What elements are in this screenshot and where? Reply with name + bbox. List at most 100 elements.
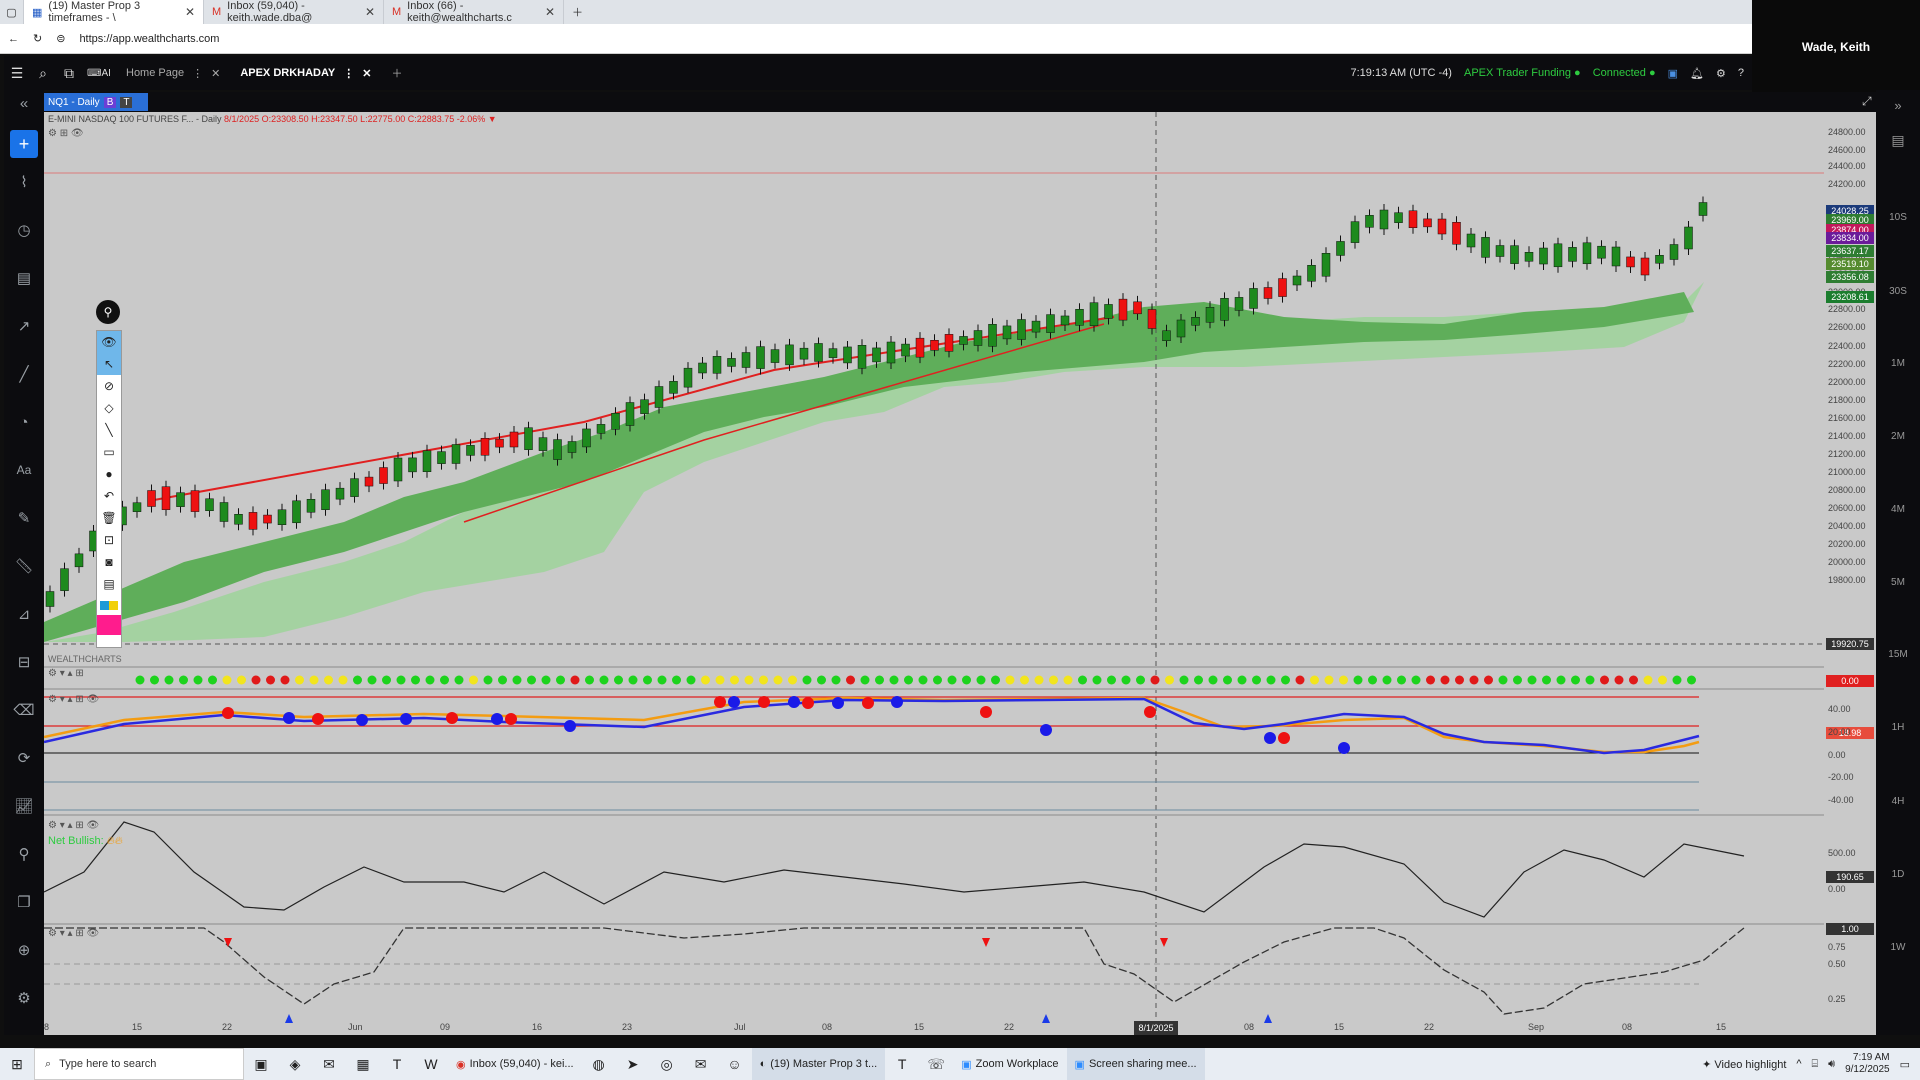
symbol-tag[interactable]: NQ1 - Daily B T: [44, 93, 148, 111]
clock-icon[interactable]: ◷: [17, 222, 31, 239]
bell-icon[interactable]: 🔔︎: [1690, 67, 1704, 80]
word-icon[interactable]: W: [424, 1056, 438, 1072]
back-icon[interactable]: ←: [8, 32, 19, 45]
save-template-icon[interactable]: ⊡: [103, 533, 115, 547]
copilot-icon[interactable]: ◈: [289, 1055, 301, 1072]
color-swatch-icon[interactable]: [97, 595, 121, 615]
timeframe-2M[interactable]: 2M: [1891, 431, 1905, 442]
taskview-icon[interactable]: ▣: [254, 1055, 268, 1072]
chart-type-icon[interactable]: ⌇: [20, 174, 28, 191]
measure-icon[interactable]: ⊿: [17, 606, 31, 623]
eraser-icon[interactable]: ⌫: [13, 702, 35, 719]
eraser-icon[interactable]: ◇: [104, 401, 114, 415]
trash-icon[interactable]: 🗑︎: [101, 511, 117, 525]
network-icon[interactable]: ⌸: [1811, 1057, 1819, 1070]
line-tool-icon[interactable]: ╱: [19, 366, 29, 383]
settings-icon[interactable]: ⚙: [17, 990, 31, 1007]
timeframe-1D[interactable]: 1D: [1891, 869, 1905, 880]
taskbar-app-zoom[interactable]: ▣ Zoom Workplace: [953, 1048, 1066, 1080]
teams2-icon[interactable]: T: [897, 1056, 907, 1072]
timeframe-10S[interactable]: 10S: [1889, 212, 1907, 223]
system-clock[interactable]: 7:19 AM 9/12/2025: [1845, 1052, 1890, 1076]
close-icon[interactable]: ✕: [184, 5, 195, 19]
outlook2-icon[interactable]: ✉: [694, 1055, 707, 1072]
target-icon[interactable]: ⊕: [17, 942, 31, 959]
timeframe-1W[interactable]: 1W: [1890, 942, 1906, 953]
windows-start-icon[interactable]: ⊞: [11, 1055, 23, 1072]
magnet-icon[interactable]: ⊘: [103, 379, 115, 393]
line-chart-icon[interactable]: 📈︎: [14, 798, 34, 815]
whatsapp-icon[interactable]: ☏: [927, 1055, 945, 1072]
ruler-icon[interactable]: ▭: [103, 445, 115, 459]
pencil-icon[interactable]: ✎: [17, 510, 31, 527]
timeframe-4M[interactable]: 4M: [1891, 504, 1905, 515]
taskbar-app-screenshare[interactable]: ▣ Screen sharing mee...: [1066, 1048, 1205, 1080]
browser-tab-3[interactable]: M Inbox (66) - keith@wealthcharts.c ✕: [384, 0, 564, 24]
taskbar-search[interactable]: ⌕ Type here to search: [34, 1048, 244, 1080]
eye-icon[interactable]: 👁︎: [97, 331, 121, 353]
account-status[interactable]: APEX Trader Funding ●: [1463, 67, 1581, 79]
ai-icon[interactable]: ⌨AI: [87, 67, 111, 79]
chrome-icon[interactable]: ◎: [660, 1055, 673, 1072]
dot-icon[interactable]: ●: [105, 467, 113, 481]
teams-icon[interactable]: T: [392, 1056, 402, 1072]
tab-home[interactable]: Home Page ⋮ ✕: [116, 67, 230, 80]
time-axis[interactable]: 8 15 22 Jun 09 16 23 Jul 08 15 22 08 15 22 Sep 08 15: [44, 1022, 1824, 1036]
trend-icon[interactable]: ↗: [17, 318, 31, 335]
new-tab-button[interactable]: ＋: [572, 7, 583, 19]
pin-icon[interactable]: ⚲: [96, 300, 120, 324]
url-field[interactable]: https://app.wealthcharts.com: [79, 32, 220, 45]
close-icon[interactable]: ✕: [362, 67, 372, 80]
add-icon[interactable]: ⊞: [59, 128, 69, 139]
help-icon[interactable]: ?: [1737, 67, 1744, 79]
timeframe-1M[interactable]: 1M: [1891, 358, 1905, 369]
list-icon[interactable]: ▤: [1891, 132, 1905, 148]
close-icon[interactable]: ✕: [544, 5, 555, 19]
timeframe-15M[interactable]: 15M: [1888, 649, 1908, 660]
ruler-icon[interactable]: 📏︎: [14, 558, 34, 575]
timeframe-4H[interactable]: 4H: [1891, 796, 1905, 807]
outlook-icon[interactable]: ✉: [323, 1055, 335, 1072]
save-icon[interactable]: ▣: [1667, 67, 1679, 80]
fullscreen-icon[interactable]: ⤢: [1862, 94, 1872, 108]
taskbar-app-inbox[interactable]: ◉ Inbox (59,040) - kei...: [448, 1048, 582, 1080]
chevron-up-icon[interactable]: ^: [1796, 1058, 1802, 1070]
taskbar-app-chart[interactable]: ◐ (19) Master Prop 3 t...: [751, 1048, 886, 1080]
more-icon[interactable]: ⋮: [192, 67, 204, 80]
reload-icon[interactable]: ↻: [33, 33, 43, 45]
close-icon[interactable]: ✕: [364, 5, 375, 19]
price-chart[interactable]: [44, 112, 1824, 1032]
menu-icon[interactable]: ☰: [10, 64, 24, 81]
volume-icon[interactable]: 🔊︎: [1828, 1057, 1836, 1070]
search-icon[interactable]: ⌕: [39, 64, 47, 81]
color-fill-icon[interactable]: [97, 615, 121, 635]
expand-right-icon[interactable]: »: [1894, 98, 1902, 113]
text-tool-icon[interactable]: Aa: [16, 463, 32, 477]
video-highlight[interactable]: ✦ Video highlight: [1702, 1058, 1786, 1071]
app-icon[interactable]: ▦: [356, 1055, 370, 1072]
layouts-icon[interactable]: ⧉: [64, 64, 74, 81]
cursor-icon[interactable]: ↖: [97, 353, 121, 375]
scan-icon[interactable]: ⚲: [18, 846, 30, 863]
calendar-icon[interactable]: ▤: [16, 270, 32, 287]
line-icon[interactable]: ╲: [105, 423, 113, 437]
tag-t[interactable]: T: [120, 96, 133, 108]
undo-icon[interactable]: ↶: [103, 489, 115, 503]
browser-tab-2[interactable]: M Inbox (59,040) - keith.wade.dba@ ✕: [204, 0, 384, 24]
refresh-icon[interactable]: ⟳: [17, 750, 31, 767]
site-info-icon[interactable]: ⊜: [56, 33, 66, 45]
gear-icon[interactable]: ⚙: [1716, 67, 1726, 80]
settings-icon[interactable]: ⚙: [48, 128, 57, 139]
timeframe-5M[interactable]: 5M: [1891, 577, 1905, 588]
timeframe-30S[interactable]: 30S: [1889, 286, 1907, 297]
add-button[interactable]: +: [10, 130, 38, 158]
timeframe-1H[interactable]: 1H: [1891, 722, 1905, 733]
close-icon[interactable]: ✕: [211, 67, 221, 80]
telegram-icon[interactable]: ➤: [626, 1055, 639, 1072]
maps-icon[interactable]: ◍: [592, 1055, 605, 1072]
collapse-left-icon[interactable]: «: [19, 94, 29, 112]
indicators-icon[interactable]: ⊟: [17, 654, 31, 671]
tab-apex[interactable]: APEX DRKHADAY ⋮ ✕: [230, 67, 381, 80]
camera-icon[interactable]: ◙: [105, 555, 113, 569]
shapes-icon[interactable]: ◔: [19, 413, 29, 431]
